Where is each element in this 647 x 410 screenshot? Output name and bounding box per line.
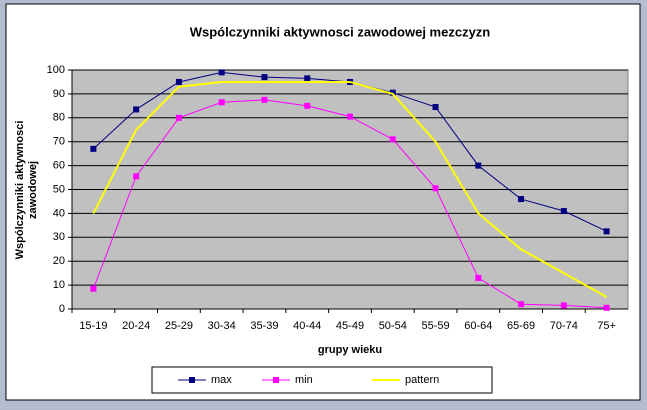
data-point <box>304 102 311 109</box>
data-point <box>133 173 140 180</box>
data-point <box>218 69 225 76</box>
x-tick-label: 60-64 <box>464 320 492 332</box>
y-tick-label: 60 <box>53 160 65 172</box>
y-tick-label: 20 <box>53 255 65 267</box>
y-tick-label: 10 <box>53 279 65 291</box>
y-axis-label: Wspólczynniki aktywnosci zawodowej <box>14 121 39 260</box>
y-axis-label-line: zawodowej <box>27 161 39 219</box>
data-point <box>560 208 567 215</box>
x-tick-label: 45-49 <box>336 320 364 332</box>
data-point <box>218 99 225 106</box>
y-tick-label: 90 <box>53 88 65 100</box>
series-line <box>92 80 608 298</box>
data-point <box>432 104 439 111</box>
data-point <box>304 75 311 82</box>
y-tick-label: 30 <box>53 231 65 243</box>
x-tick-label: 70-74 <box>550 320 578 332</box>
x-tick-label: 65-69 <box>507 320 535 332</box>
data-point <box>90 285 97 292</box>
data-point <box>475 162 482 169</box>
x-tick-label: 40-44 <box>293 320 321 332</box>
data-point <box>90 145 97 152</box>
data-point <box>518 301 525 308</box>
y-tick-label: 0 <box>59 303 65 315</box>
data-point <box>261 74 268 81</box>
data-point <box>389 89 396 96</box>
y-tick-label: 50 <box>53 183 65 195</box>
data-point <box>432 185 439 192</box>
legend-label: min <box>295 374 313 386</box>
x-tick-label: 25-29 <box>165 320 193 332</box>
data-point <box>518 196 525 203</box>
legend <box>151 366 493 394</box>
y-tick-label: 80 <box>53 112 65 124</box>
legend-marker <box>273 377 279 383</box>
y-axis-label-line: Wspólczynniki aktywnosci <box>14 121 26 260</box>
x-axis-label: grupy wieku <box>318 344 382 356</box>
y-tick-label: 100 <box>47 64 65 76</box>
y-tick-label: 40 <box>53 207 65 219</box>
x-tick-label: 20-24 <box>122 320 150 332</box>
legend-label: max <box>211 374 232 386</box>
data-point <box>603 228 610 235</box>
data-point <box>133 106 140 113</box>
data-point <box>389 136 396 143</box>
legend-label: pattern <box>405 374 439 386</box>
x-tick-label: 15-19 <box>79 320 107 332</box>
data-point <box>175 78 182 85</box>
x-tick-label: 55-59 <box>421 320 449 332</box>
chart-title: Wspólczynniki aktywnosci zawodowej mezcz… <box>190 24 491 39</box>
data-point <box>475 274 482 281</box>
x-tick-label: 30-34 <box>208 320 236 332</box>
data-point <box>261 96 268 103</box>
x-tick-label: 75+ <box>597 320 616 332</box>
x-tick-label: 50-54 <box>379 320 407 332</box>
legend-marker <box>189 377 195 383</box>
data-point <box>175 114 182 121</box>
data-point <box>347 113 353 120</box>
y-tick-label: 70 <box>53 136 65 148</box>
x-tick-label: 35-39 <box>250 320 278 332</box>
data-point <box>603 304 610 311</box>
data-point <box>560 302 567 309</box>
